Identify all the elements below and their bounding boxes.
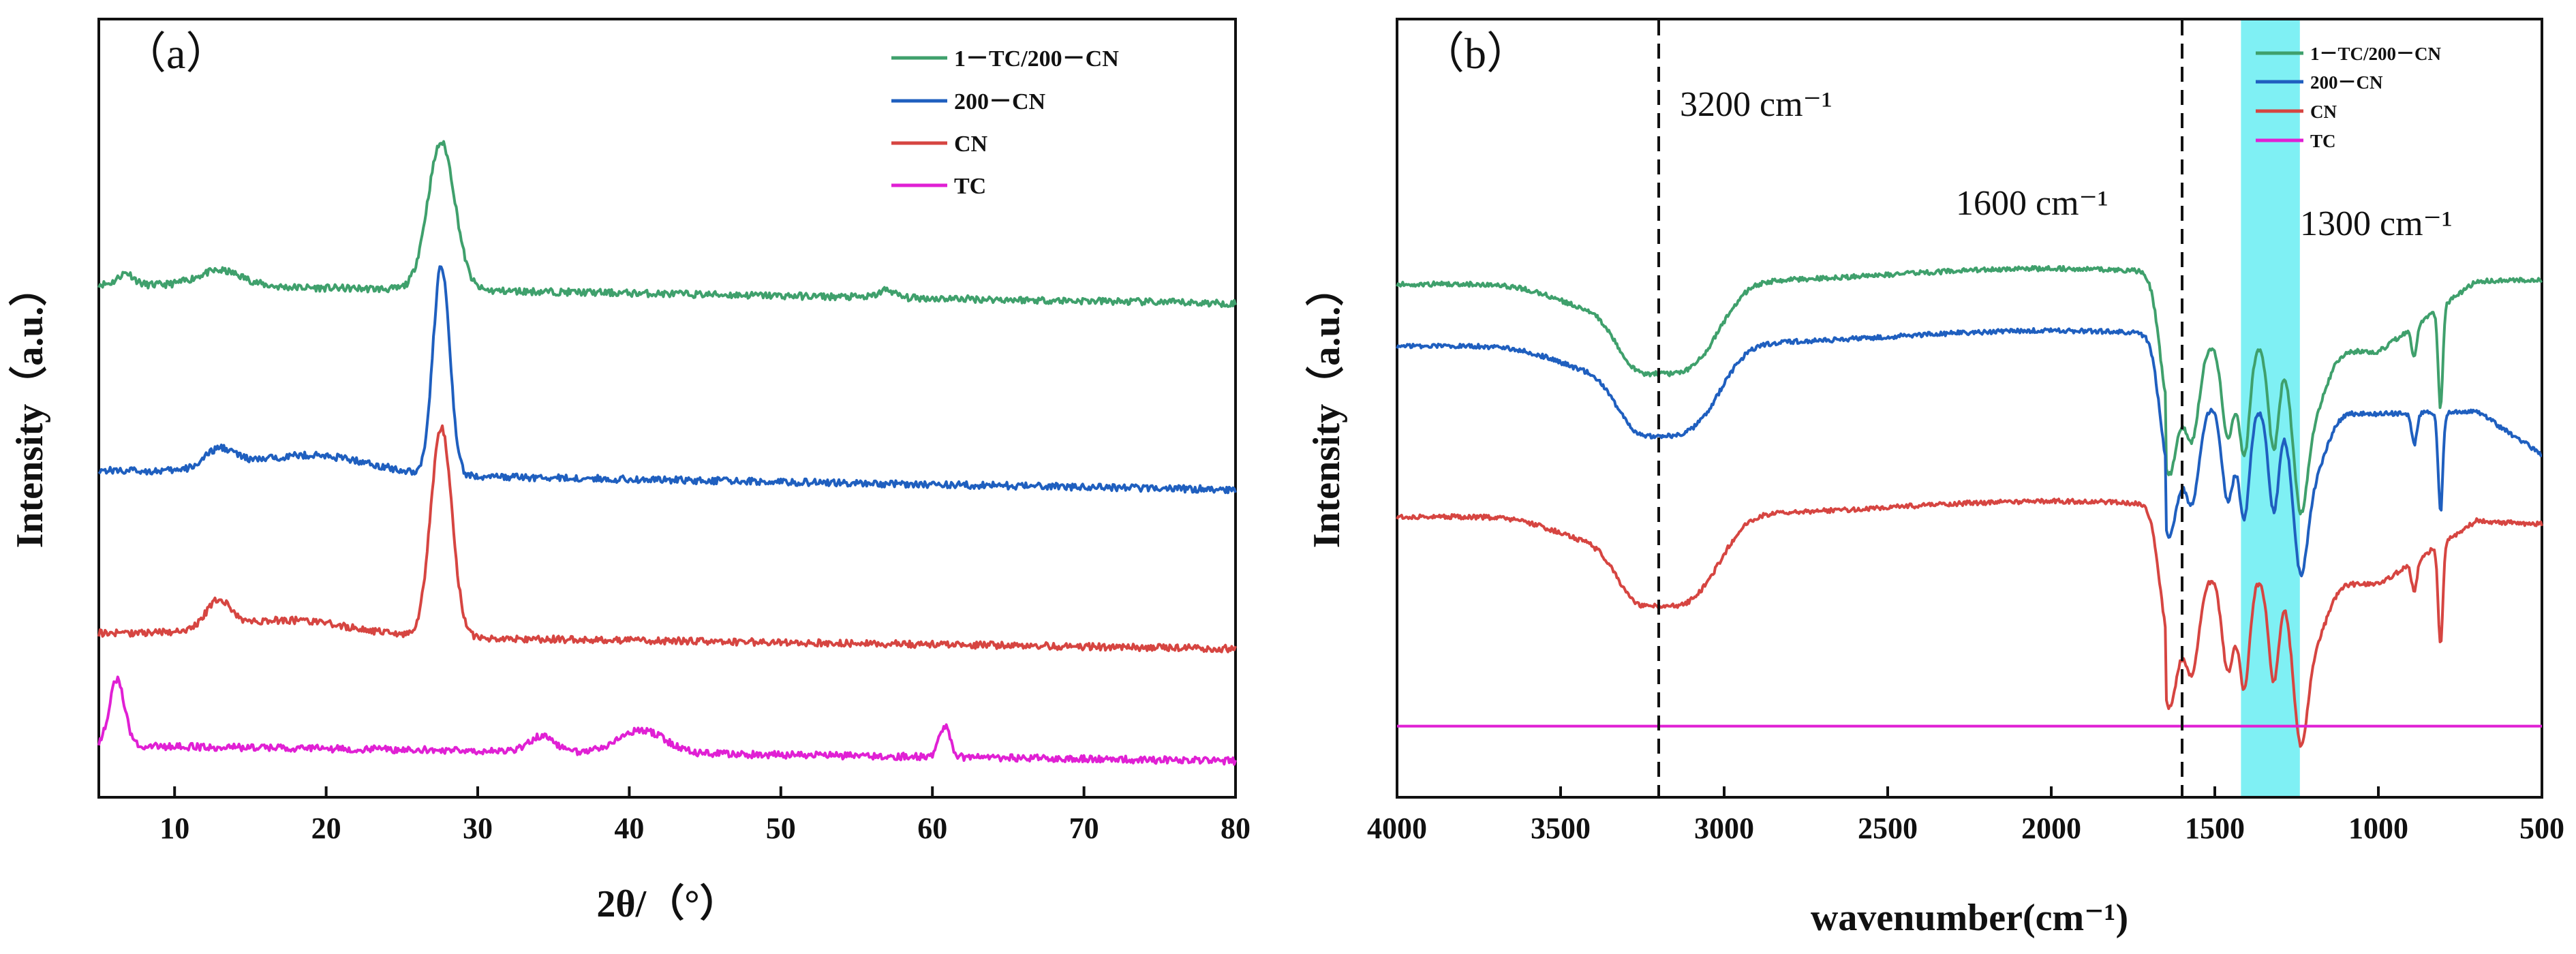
legend-b-label-1-tc-200-cn: 1－TC/200－CN [2310,44,2442,64]
x-tick-label-500: 500 [2519,812,2564,845]
x-tick-label-40: 40 [614,812,644,845]
panel-b-x-ticks: 4000 3500 3000 2500 2000 1500 1000 500 [1367,786,2564,845]
legend-b-label-200-cn: 200－CN [2310,72,2383,93]
panel-a-plot-frame [97,18,1237,799]
panel-a-legend: 1－TC/200－CN 200－CN CN TC [891,46,1119,199]
x-tick-label-50: 50 [766,812,796,845]
legend-label-cn: CN [954,132,988,157]
annotation-3200: 3200 cm⁻¹ [1680,85,1833,124]
legend-label-tc: TC [954,174,986,199]
series-line-b-200-cn [1396,327,2543,578]
x-tick-label-10: 10 [159,812,189,845]
x-tick-label-3500: 3500 [1531,812,1591,845]
x-tick-label-1500: 1500 [2185,812,2245,845]
panel-b-series-group [1396,264,2543,748]
x-tick-label-30: 30 [463,812,493,845]
series-line-a-200-cn [97,265,1237,495]
panel-a-y-axis-title: Intensity（a.u.） [8,268,51,549]
panel-b-ftir-chart: 4000 3500 3000 2500 2000 1500 1000 500 （b） 3200… [1305,18,2564,939]
panel-b-label: （b） [1421,29,1530,78]
x-tick-label-60: 60 [917,812,947,845]
series-line-b-cn [1396,497,2543,748]
x-tick-label-2000: 2000 [2021,812,2081,845]
panel-b-x-axis-title: wavenumber(cm⁻¹) [1811,897,2128,939]
x-tick-label-2500: 2500 [1858,812,1918,845]
panel-b-plot-frame [1396,18,2543,799]
panel-a-label: （a） [123,29,229,78]
x-tick-label-1000: 1000 [2348,812,2408,845]
series-line-a-tc [97,675,1237,766]
x-tick-label-4000: 4000 [1367,812,1427,845]
series-line-a-1-tc-200-cn [97,140,1237,308]
series-line-a-cn [97,424,1237,653]
legend-b-label-cn: CN [2310,102,2337,122]
series-line-b-1-tc-200-cn [1396,264,2543,516]
panel-a-x-axis-title: 2θ/（°） [596,882,737,925]
x-tick-label-3000: 3000 [1694,812,1754,845]
panel-a-x-ticks: 10 20 30 40 50 60 70 80 [159,786,1251,845]
panel-a-xrd-chart: 10 20 30 40 50 60 70 80 （a） 2θ/（°） Intensity（a.… [8,18,1251,925]
panel-b-legend: 1－TC/200－CN 200－CN CN TC [2256,44,2442,151]
x-tick-label-70: 70 [1069,812,1099,845]
legend-label-200-cn: 200－CN [954,89,1046,114]
x-tick-label-80: 80 [1221,812,1251,845]
annotation-1300: 1300 cm⁻¹ [2300,204,2453,243]
annotation-1600: 1600 cm⁻¹ [1956,184,2109,223]
panel-a-series-group [97,140,1237,766]
x-tick-label-20: 20 [311,812,341,845]
legend-b-label-tc: TC [2310,131,2336,151]
legend-label-1-tc-200-cn: 1－TC/200－CN [954,46,1119,72]
panel-b-y-axis-title: Intensity（a.u.） [1305,268,1348,549]
